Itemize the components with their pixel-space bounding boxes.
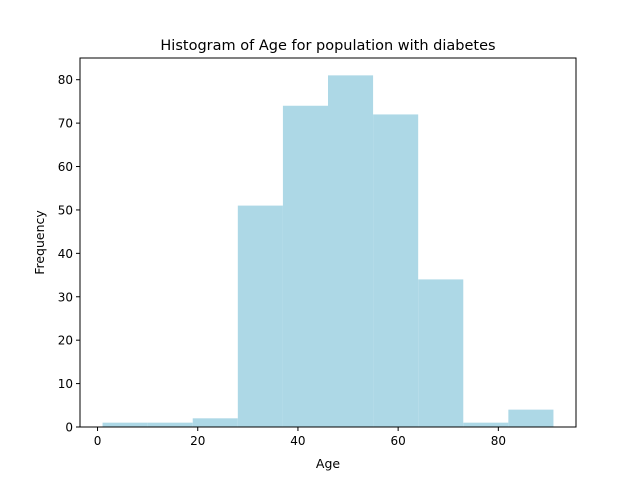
- x-tick-label-4: 80: [491, 434, 506, 448]
- y-tick-label-5: 50: [58, 203, 73, 217]
- histogram-bar-0: [102, 422, 148, 427]
- y-axis-label: Frequency: [32, 210, 47, 275]
- x-axis: 0 20 40 60 80: [94, 427, 506, 448]
- y-axis: 0 10 20 30 40 50 60 70 80: [58, 73, 80, 435]
- histogram-bar-2: [192, 418, 238, 427]
- x-tick-label-1: 20: [190, 434, 205, 448]
- plot-frame: [79, 57, 577, 428]
- y-tick-label-6: 60: [58, 160, 73, 174]
- histogram-bar-3: [237, 205, 283, 427]
- y-tick-label-4: 40: [58, 247, 73, 261]
- histogram-bar-7: [418, 279, 464, 427]
- histogram-bar-9: [508, 409, 554, 427]
- bars-group: [102, 75, 554, 428]
- y-tick-label-0: 0: [65, 421, 73, 435]
- histogram-bar-5: [328, 75, 374, 427]
- histogram-bar-6: [373, 114, 419, 427]
- chart-title: Histogram of Age for population with dia…: [160, 38, 495, 54]
- y-tick-label-8: 80: [58, 73, 73, 87]
- histogram-bar-8: [463, 422, 509, 427]
- x-tick-label-2: 40: [290, 434, 305, 448]
- y-tick-label-3: 30: [58, 290, 73, 304]
- x-tick-label-3: 60: [391, 434, 406, 448]
- y-tick-label-1: 10: [58, 377, 73, 391]
- y-tick-label-7: 70: [58, 117, 73, 131]
- x-axis-label: Age: [316, 456, 340, 471]
- y-tick-label-2: 20: [58, 334, 73, 348]
- histogram-bar-4: [282, 105, 328, 428]
- x-tick-label-0: 0: [94, 434, 102, 448]
- histogram-bar-1: [147, 422, 193, 427]
